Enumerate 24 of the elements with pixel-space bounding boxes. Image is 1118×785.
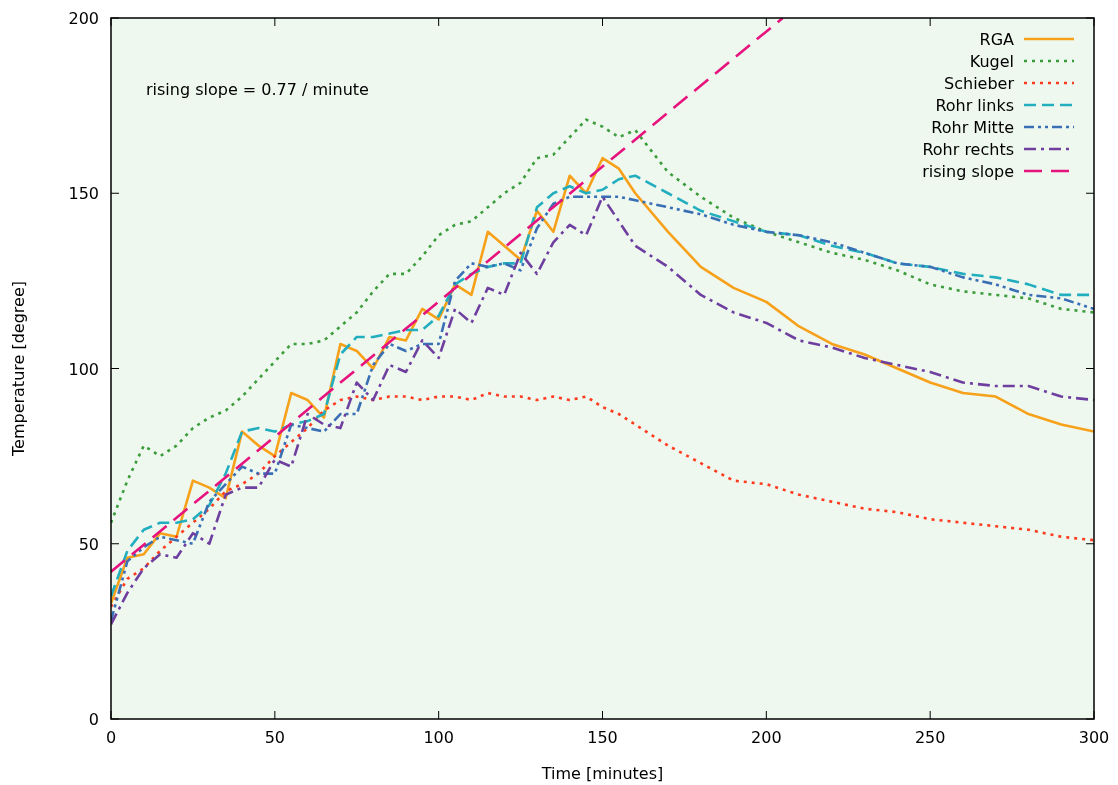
y-axis-title: Temperature [degree] bbox=[9, 281, 28, 457]
y-tick-label: 100 bbox=[68, 359, 99, 379]
line-series bbox=[111, 118, 1094, 525]
line-series bbox=[111, 391, 1094, 609]
x-tick-label: 300 bbox=[1078, 728, 1110, 747]
legend-label: Rohr rechts bbox=[922, 140, 1014, 159]
legend-label: Kugel bbox=[969, 52, 1014, 71]
y-tick-label: 0 bbox=[88, 710, 99, 729]
x-tick-label: 250 bbox=[914, 728, 946, 747]
x-tick-label: 200 bbox=[751, 728, 782, 747]
legend-label: Schieber bbox=[944, 74, 1015, 93]
x-tick-label: 0 bbox=[105, 728, 117, 747]
legend-label: Rohr links bbox=[935, 96, 1014, 115]
x-tick-label: 100 bbox=[423, 728, 454, 747]
legend-label: RGA bbox=[979, 30, 1015, 49]
x-tick-label: 150 bbox=[587, 728, 618, 747]
legend-label: rising slope bbox=[922, 162, 1014, 181]
x-axis-title: Time [minutes] bbox=[540, 764, 664, 783]
y-tick-label: 200 bbox=[68, 9, 99, 28]
annotation: rising slope = 0.77 / minute bbox=[146, 80, 369, 99]
y-tick-label: 150 bbox=[68, 184, 99, 204]
y-tick-label: 50 bbox=[78, 534, 99, 554]
legend-label: Rohr Mitte bbox=[931, 118, 1014, 137]
x-tick-label: 50 bbox=[264, 728, 286, 747]
